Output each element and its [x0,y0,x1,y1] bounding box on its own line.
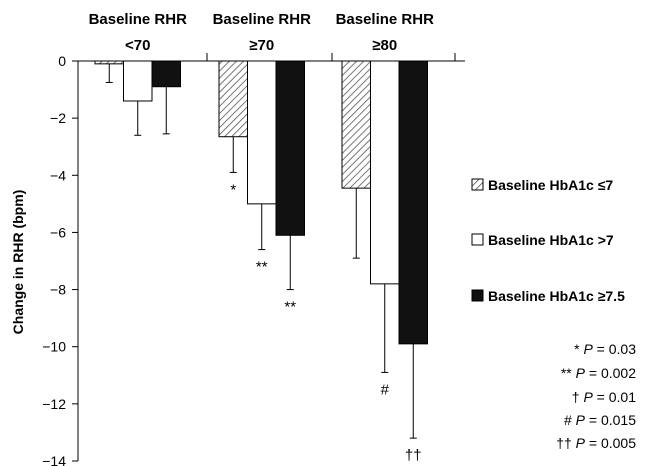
bar [247,60,277,205]
p-value-p: P [576,412,586,428]
bar [94,60,124,65]
group-title: Baseline RHR [89,11,188,28]
p-value-note: † P = 0.01 [572,389,636,405]
legend-swatch [471,178,484,191]
legend-swatch [471,289,484,302]
p-value-p: P [583,341,593,357]
p-value-p: P [576,435,586,451]
bar [370,60,400,285]
p-value-symbol: † [572,389,584,405]
bar [398,60,428,345]
significance-mark: # [381,381,390,398]
y-tick-label: −6 [50,224,66,240]
p-value-value: = 0.03 [593,341,636,357]
bar [275,60,305,236]
y-tick-label: −8 [50,282,66,298]
p-value-note: # P = 0.015 [564,412,636,428]
bar [218,60,248,138]
legend-label: Baseline HbA1c ≤7 [488,177,613,193]
y-tick-label: −2 [50,110,66,126]
p-value-note: * P = 0.03 [574,341,636,357]
p-value-value: = 0.01 [593,389,636,405]
y-tick-label: −10 [42,339,66,355]
legend-label: Baseline HbA1c >7 [488,232,614,248]
p-value-symbol: †† [556,435,575,451]
significance-mark: †† [405,447,422,464]
p-value-value: = 0.015 [585,412,636,428]
significance-mark: * [230,181,236,198]
y-tick-label: −4 [50,167,66,183]
p-value-note: ** P = 0.002 [561,365,636,381]
plot-area: 0 −2 −4 −6 −8 −10 −12 −14 Change in RHR (bpm) Bas… [10,11,636,466]
p-value-p: P [576,365,586,381]
group-title: Baseline RHR [336,11,435,28]
group-title: Baseline RHR [213,11,312,28]
bar [341,60,371,189]
group-title: ≥70 [249,37,274,54]
bar [151,60,181,88]
y-tick-label: −14 [42,453,66,466]
significance-mark: ** [284,299,296,316]
p-value-note: †† P = 0.005 [556,435,636,451]
p-value-p: P [583,389,593,405]
y-tick-label: −12 [42,396,66,412]
significance-mark: ** [256,259,268,276]
group-title: ≥80 [372,37,397,54]
p-value-symbol: ** [561,365,576,381]
legend-label: Baseline HbA1c ≥7.5 [488,288,625,304]
group-title: <70 [125,37,150,54]
bar [123,60,153,102]
p-value-value: = 0.002 [585,365,636,381]
y-tick-label: 0 [58,53,66,69]
p-value-symbol: * [574,341,583,357]
p-value-value: = 0.005 [585,435,636,451]
y-axis-label: Change in RHR (bpm) [10,190,26,335]
p-value-symbol: # [564,412,576,428]
legend-swatch [471,233,484,246]
